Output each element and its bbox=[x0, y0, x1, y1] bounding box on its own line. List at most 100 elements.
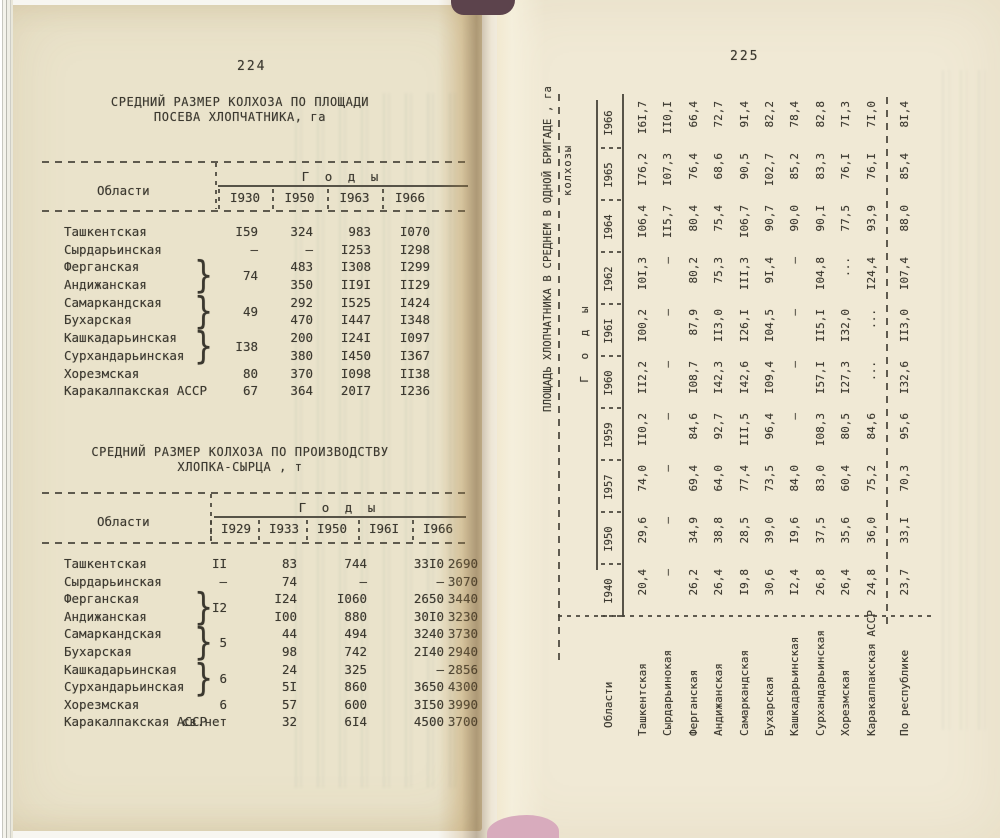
region-label: Сырдарьинская bbox=[64, 573, 162, 589]
table2-title: СРЕДНИЙ РАЗМЕР КОЛХОЗА ПО ПРОИЗВОДСТВУ Х… bbox=[91, 445, 389, 474]
value-cell: I9,6 bbox=[788, 517, 802, 544]
table-row: Андижанская I00 880 30I0 3230 bbox=[42, 608, 482, 626]
value-cell: – bbox=[788, 361, 802, 368]
year-label: I962 bbox=[600, 253, 619, 305]
value-cell: I04,8 bbox=[813, 257, 827, 291]
value-cell: 20I7 bbox=[340, 383, 371, 399]
value-cell: 26,4 bbox=[839, 569, 853, 596]
region-label: Каракалпакская АССР bbox=[64, 383, 207, 399]
brace-group: } I38 bbox=[42, 325, 272, 369]
region-label: Самаркандская bbox=[737, 649, 751, 736]
region-label: Ташкентская bbox=[636, 663, 649, 736]
brace-group: } 5 bbox=[42, 621, 272, 665]
value-cell: 60,4 bbox=[839, 465, 853, 492]
value-cell: 4300 bbox=[447, 679, 478, 695]
value-cell: 67 bbox=[242, 383, 258, 399]
value-cell: 82,2 bbox=[762, 101, 776, 128]
value-cell: 6I4 bbox=[344, 714, 367, 730]
value-cell: 90,5 bbox=[737, 153, 751, 180]
value-cell: 3700 bbox=[447, 714, 478, 730]
year-labels-row: I930 I950 I963 I966 bbox=[42, 188, 470, 210]
header-border-dashed-bottom bbox=[42, 542, 468, 544]
value-cell: 30,6 bbox=[762, 569, 776, 596]
shared-value: I38 bbox=[235, 339, 258, 355]
value-cell: 483 bbox=[290, 259, 313, 275]
value-cell: ... bbox=[839, 257, 853, 277]
value-cell: 77,5 bbox=[839, 205, 853, 232]
value-cell: 90,I bbox=[813, 205, 827, 232]
value-cell: 80,4 bbox=[686, 205, 700, 232]
value-cell: 92,7 bbox=[712, 413, 726, 440]
value-cell: 2940 bbox=[447, 643, 478, 659]
table-row: Андижанская 26,4 38,8 64,0 92,7 I42,3 II… bbox=[706, 92, 731, 772]
value-cell: 75,3 bbox=[712, 257, 726, 284]
region-label: Хорезмская bbox=[839, 669, 853, 736]
value-cell: II bbox=[211, 556, 227, 571]
value-cell: 24 bbox=[281, 661, 297, 677]
year-label: I930 bbox=[218, 188, 272, 210]
value-cell: 34,9 bbox=[686, 517, 700, 544]
region-label: Андижанская bbox=[64, 277, 147, 293]
value-cell: I447 bbox=[340, 312, 371, 328]
spine-notch bbox=[451, 0, 515, 15]
table-row: Хорезмская 80 370 I098 II38 bbox=[42, 365, 482, 383]
region-label: Сурхандарьинская bbox=[64, 347, 185, 363]
value-cell: 8I,4 bbox=[898, 101, 911, 128]
value-cell: I02,7 bbox=[762, 153, 776, 187]
header-border-dashed-bottom bbox=[42, 210, 468, 212]
value-cell: III,3 bbox=[737, 257, 751, 291]
brace-group: } 49 bbox=[42, 289, 272, 333]
value-cell: 324 bbox=[290, 224, 313, 239]
value-cell: 5I bbox=[281, 679, 297, 695]
value-cell: 6 bbox=[219, 696, 227, 712]
value-cell: I32,6 bbox=[898, 361, 911, 395]
table-row: Самаркандская I9,8 28,5 77,4 III,5 I42,6… bbox=[732, 92, 757, 772]
value-cell: 69,4 bbox=[686, 465, 700, 492]
shared-value: 5 bbox=[219, 635, 227, 651]
value-cell: 87,9 bbox=[686, 309, 700, 336]
table-row: Сырдарьинская – – I253 I298 bbox=[42, 241, 482, 259]
region-label: Ферганская bbox=[686, 669, 700, 736]
region-label: Ташкентская bbox=[64, 556, 147, 571]
page-edge-stack bbox=[0, 0, 13, 838]
value-cell: 88,0 bbox=[898, 205, 911, 232]
value-cell: – bbox=[436, 573, 444, 589]
value-cell: I6I,7 bbox=[636, 101, 649, 135]
region-label: Самаркандская bbox=[64, 294, 162, 310]
value-cell: 370 bbox=[290, 365, 313, 381]
column-separator-dashed bbox=[210, 494, 212, 541]
value-cell: 4500 bbox=[413, 714, 444, 730]
value-cell: II5,7 bbox=[661, 205, 675, 239]
value-cell: 35,6 bbox=[839, 517, 853, 544]
value-cell: I24I bbox=[340, 330, 371, 346]
value-cell: I525 bbox=[340, 294, 371, 310]
value-cell: 292 bbox=[290, 294, 313, 310]
value-cell: 880 bbox=[344, 608, 367, 624]
value-cell: – bbox=[436, 661, 444, 677]
value-cell: II9I bbox=[340, 277, 371, 293]
value-cell: 742 bbox=[344, 643, 367, 659]
value-cell: – bbox=[250, 241, 258, 257]
region-label: Ферганская bbox=[64, 591, 140, 607]
value-cell: I0I,3 bbox=[636, 257, 649, 291]
shared-value: 74 bbox=[242, 268, 258, 284]
table-row: Кашкадарьинская 24 325 – 2856 bbox=[42, 661, 482, 679]
total-row: По республике 23,7 33,I 70,3 95,6 I32,6 … bbox=[894, 92, 916, 772]
table-row: Ташкентская I59 324 983 I070 bbox=[42, 223, 482, 241]
value-cell: 75,2 bbox=[864, 465, 878, 492]
kolkhozy-group-label: колхозы bbox=[562, 144, 574, 196]
value-cell: II2,2 bbox=[636, 361, 649, 395]
year-label: I950 bbox=[272, 188, 327, 210]
value-cell: I348 bbox=[399, 312, 430, 328]
value-cell: 38,8 bbox=[712, 517, 726, 544]
value-cell: 32 bbox=[281, 714, 297, 730]
value-cell: I298 bbox=[399, 241, 430, 257]
value-cell: – bbox=[359, 573, 367, 589]
value-cell: 68,6 bbox=[712, 153, 726, 180]
value-cell: 3I50 bbox=[413, 696, 444, 712]
brace-group: } I2 bbox=[42, 586, 272, 630]
value-cell: I06,4 bbox=[636, 205, 649, 239]
value-cell: 350 bbox=[290, 277, 313, 293]
rotated-table-area: ПЛОЩАДЬ ХЛОПЧАТНИКА В СРЕДНЕМ В ОДНОЙ БР… bbox=[542, 86, 942, 772]
